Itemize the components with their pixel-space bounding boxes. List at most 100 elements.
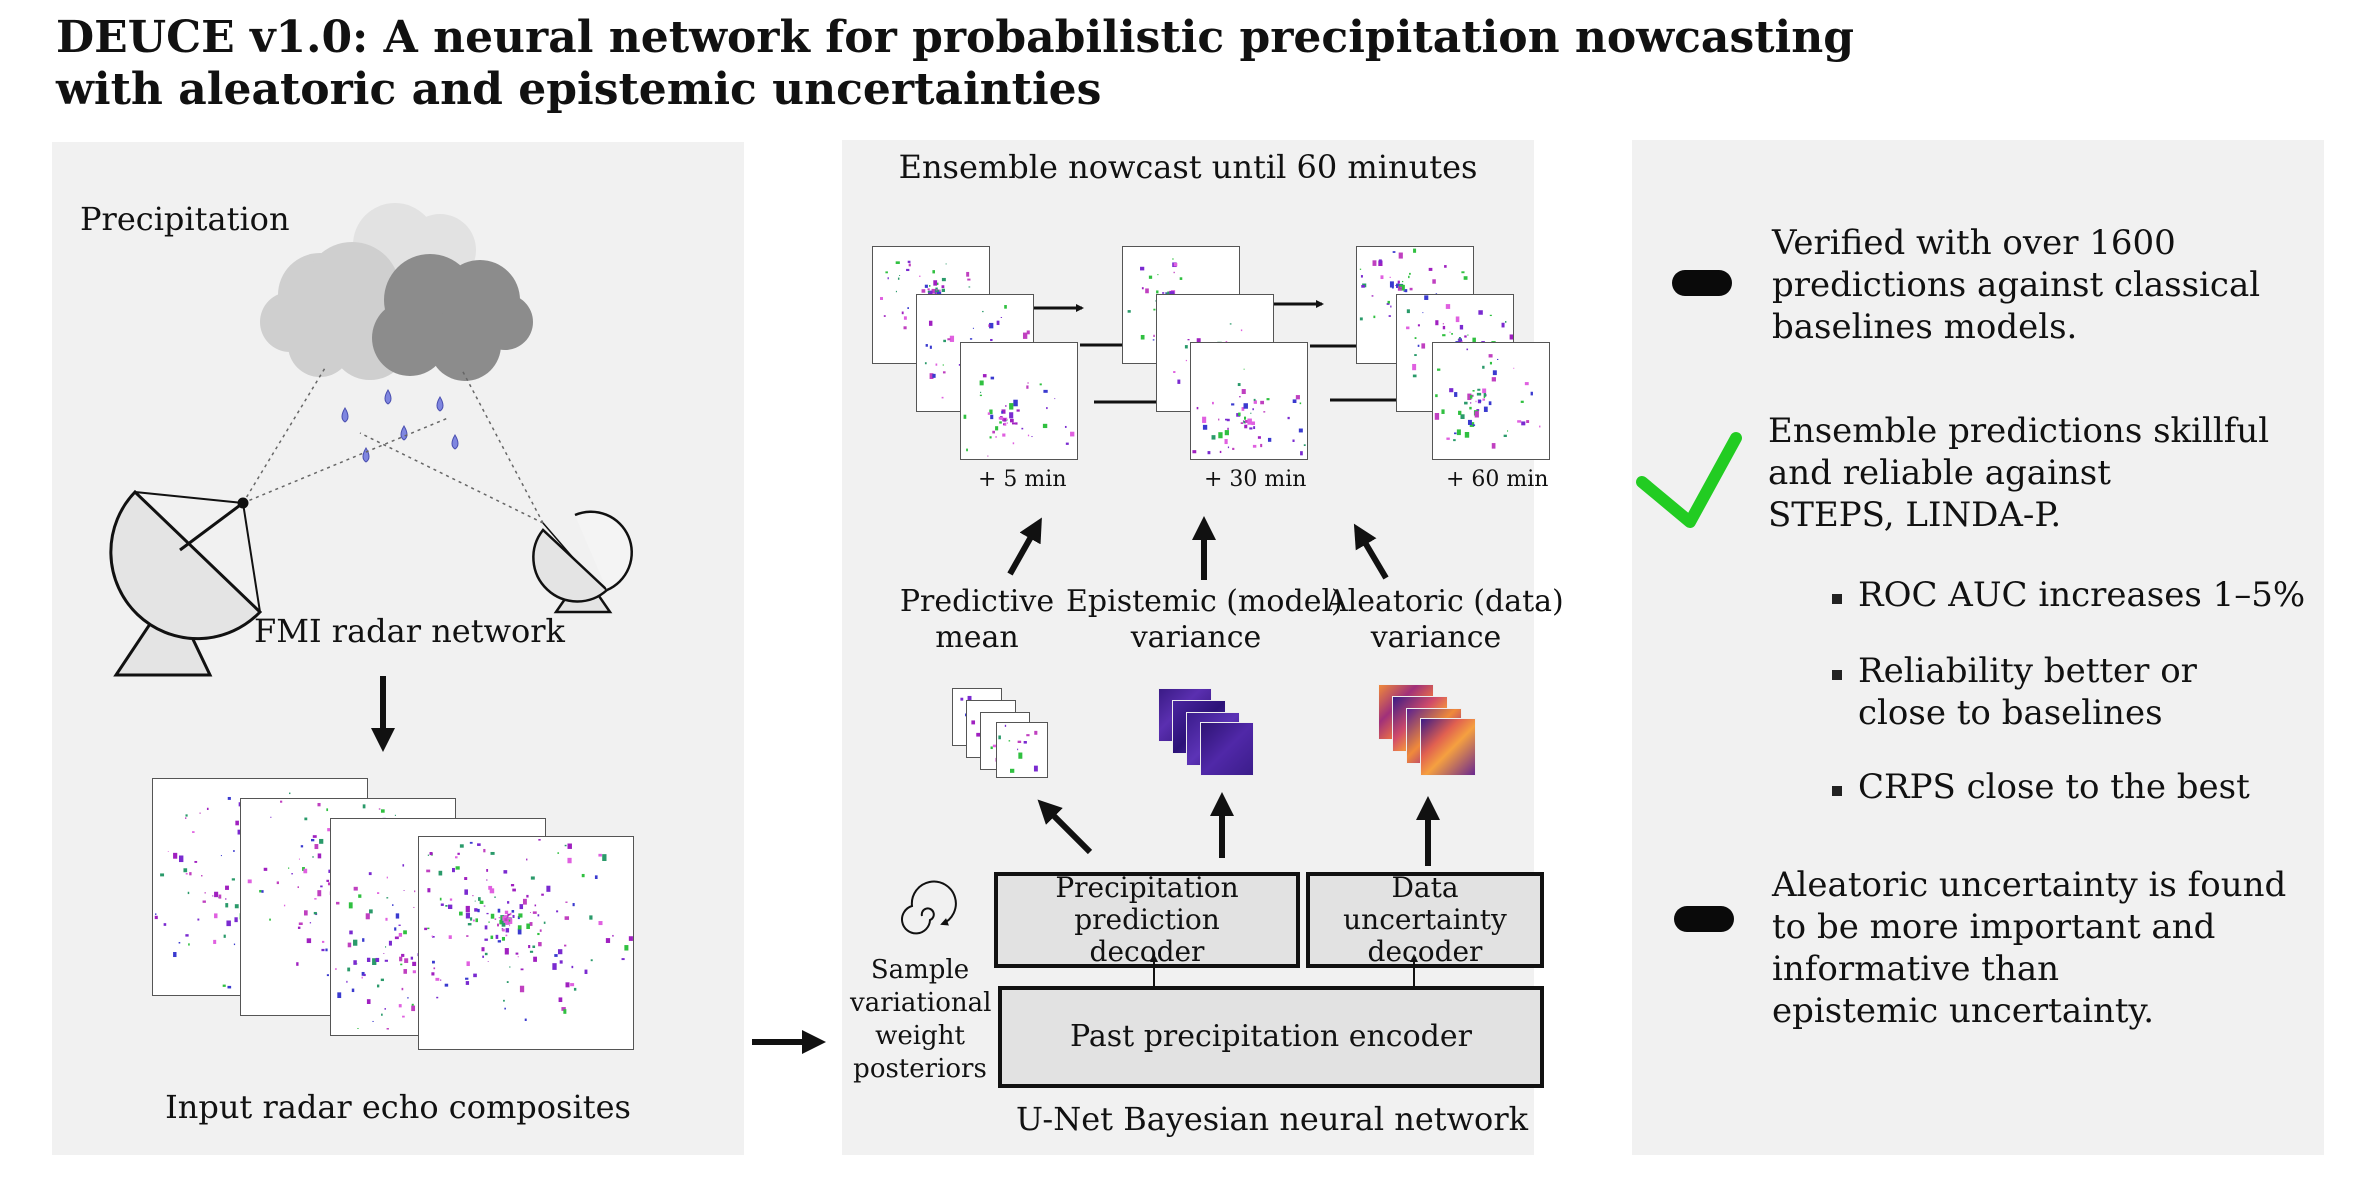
speckle (225, 898, 227, 900)
speckle (929, 373, 934, 379)
speckle (427, 888, 431, 893)
speckle (226, 920, 231, 927)
speckle (526, 923, 530, 929)
speckle (1295, 395, 1300, 400)
speckle (362, 938, 365, 942)
speckle (499, 919, 503, 925)
speckle (353, 886, 358, 891)
speckle (1372, 260, 1377, 266)
speckle (1218, 432, 1223, 439)
speckle (484, 952, 488, 956)
speckle (558, 997, 563, 1003)
speckle (394, 936, 399, 940)
speckle (386, 876, 388, 879)
speckle (1530, 391, 1533, 396)
speckle (1017, 740, 1022, 743)
speckle (533, 956, 537, 962)
speckle (504, 948, 509, 955)
speckle (919, 275, 921, 277)
speckle (1192, 450, 1197, 454)
speckle (487, 961, 489, 962)
speckle (478, 897, 481, 901)
speckle (1380, 275, 1384, 280)
precipitation-speckle-pattern (424, 839, 633, 1021)
speckle (1153, 334, 1155, 337)
speckle (570, 983, 575, 987)
speckle (380, 978, 384, 982)
speckle (979, 380, 984, 386)
speckle (1507, 430, 1509, 432)
speckle (572, 903, 575, 907)
radar-dish-small-icon (532, 510, 633, 614)
speckle (155, 913, 157, 915)
speckle (448, 935, 452, 939)
speckle (1501, 322, 1505, 328)
speckle (503, 870, 508, 874)
speckle (906, 268, 910, 272)
speckle (515, 952, 519, 955)
speckle (538, 839, 541, 841)
speckle (895, 290, 897, 293)
speckle (885, 271, 888, 274)
speckle (440, 979, 442, 981)
item3-line-4: epistemic uncertainty. (1772, 991, 2155, 1031)
speckle (529, 950, 534, 953)
speckle (976, 732, 981, 737)
speckle (982, 310, 984, 313)
sub-bullet-3-icon (1832, 786, 1842, 796)
speckle (447, 904, 453, 910)
speckle (1185, 359, 1188, 362)
speckle (362, 804, 366, 809)
speckle (424, 927, 428, 931)
speckle (1517, 420, 1522, 423)
speckle (1477, 388, 1481, 391)
speckle (1299, 402, 1302, 405)
speckle (1456, 429, 1461, 436)
speckle (989, 322, 994, 329)
speckle (1489, 314, 1492, 317)
aleatoric-line-1: Aleatoric (data) (1326, 584, 1564, 619)
speckle (1240, 422, 1244, 425)
speckle (1451, 332, 1453, 335)
speckle (1469, 406, 1472, 410)
speckle (1257, 436, 1261, 439)
speckle (507, 901, 510, 904)
speckle (628, 936, 633, 941)
title-line-2: with aleatoric and epistemic uncertainti… (56, 64, 1102, 115)
speckle (1476, 392, 1482, 396)
speckle (543, 921, 546, 924)
speckle (1414, 354, 1417, 357)
raindrop-icons (341, 389, 459, 463)
speckle (261, 890, 264, 893)
sample-line-2: variational (850, 988, 992, 1018)
speckle (1211, 435, 1216, 440)
speckle (1482, 388, 1487, 394)
speckle (1266, 398, 1270, 401)
speckle (1179, 277, 1183, 280)
speckle (1227, 427, 1229, 430)
speckle (306, 938, 312, 944)
speckle (524, 1018, 527, 1021)
speckle (517, 928, 522, 935)
speckle (1018, 752, 1023, 759)
speckle (1148, 275, 1153, 279)
dash-bullet-1-icon (1672, 270, 1732, 296)
speckle (1009, 403, 1014, 410)
speckle (1483, 393, 1487, 397)
speckle (1520, 400, 1524, 403)
speckle (427, 927, 430, 930)
speckle (269, 918, 271, 921)
speckle (1424, 295, 1429, 300)
speckle (504, 910, 509, 915)
speckle (296, 962, 299, 966)
speckle (276, 881, 279, 885)
speckle (398, 1004, 402, 1008)
speckle (227, 985, 232, 989)
speckle (947, 338, 951, 341)
speckle (1004, 724, 1007, 727)
speckle (1435, 320, 1439, 326)
speckle (1417, 344, 1420, 347)
speckle (949, 335, 955, 342)
speckle (327, 828, 331, 832)
speckle (1243, 403, 1248, 409)
